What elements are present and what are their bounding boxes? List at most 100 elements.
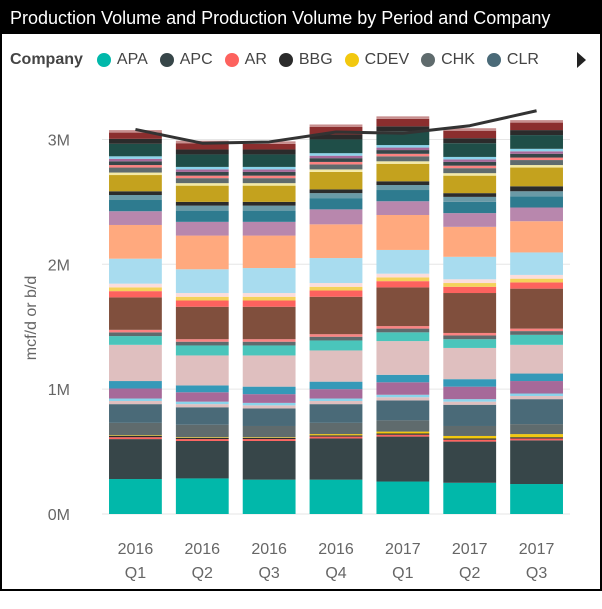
legend-item-apc[interactable]: APC (159, 51, 213, 69)
bar-segment[interactable] (242, 169, 296, 172)
bar-segment[interactable] (376, 481, 430, 514)
bar-segment[interactable] (175, 269, 229, 294)
bar-segment[interactable] (443, 156, 497, 160)
bar-segment[interactable] (443, 165, 497, 169)
bar-segment[interactable] (376, 190, 430, 202)
bar-segment[interactable] (510, 278, 563, 283)
bar-segment[interactable] (242, 293, 296, 297)
bar-segment[interactable] (309, 401, 363, 405)
bar-segment[interactable] (242, 205, 296, 211)
bar-segment[interactable] (376, 145, 430, 148)
bar-segment[interactable] (510, 153, 563, 158)
bar-segment[interactable] (109, 422, 162, 436)
bar-segment[interactable] (443, 293, 497, 333)
bar-segment[interactable] (109, 404, 162, 423)
bar-segment[interactable] (109, 167, 162, 173)
bar-segment[interactable] (510, 196, 563, 208)
bar-segment[interactable] (175, 424, 229, 438)
bar-segment[interactable] (242, 408, 296, 426)
bar-stack[interactable] (109, 130, 162, 514)
bar-segment[interactable] (175, 437, 229, 438)
bar-segment[interactable] (109, 156, 162, 159)
bar-segment[interactable] (376, 277, 430, 282)
bar-segment[interactable] (443, 404, 497, 426)
bar-segment[interactable] (309, 436, 363, 439)
bar-segment[interactable] (376, 332, 430, 342)
legend-item-clr[interactable]: CLR (486, 51, 539, 69)
bar-segment[interactable] (510, 393, 563, 397)
bar-segment[interactable] (175, 355, 229, 386)
bar-segment[interactable] (443, 196, 497, 202)
bar-segment[interactable] (109, 398, 162, 402)
bar-segment[interactable] (242, 235, 296, 269)
bar-segment[interactable] (510, 148, 563, 152)
bar-segment[interactable] (443, 175, 497, 194)
bar-segment[interactable] (309, 189, 363, 194)
legend-item-cdev[interactable]: CDEV (344, 51, 409, 69)
bar-segment[interactable] (242, 439, 296, 441)
bar-segment[interactable] (376, 147, 430, 151)
bar-segment[interactable] (175, 183, 229, 186)
bar-segment[interactable] (510, 252, 563, 275)
bar-segment[interactable] (109, 224, 162, 259)
bar-segment[interactable] (443, 339, 497, 348)
bar-segment[interactable] (376, 382, 430, 395)
bar-segment[interactable] (309, 124, 363, 127)
bar-segment[interactable] (510, 424, 563, 435)
bar-stack[interactable] (242, 141, 296, 514)
bar-segment[interactable] (443, 143, 497, 157)
bar-segment[interactable] (242, 437, 296, 440)
bar-segment[interactable] (510, 282, 563, 289)
bar-segment[interactable] (242, 341, 296, 346)
bar-segment[interactable] (443, 425, 497, 436)
bar-segment[interactable] (109, 191, 162, 196)
bar-segment[interactable] (443, 138, 497, 144)
bar-segment[interactable] (242, 402, 296, 406)
bar-segment[interactable] (109, 175, 162, 192)
bar-segment[interactable] (175, 154, 229, 167)
bar-segment[interactable] (309, 258, 363, 284)
bar-segment[interactable] (309, 434, 363, 436)
bar-segment[interactable] (510, 157, 563, 161)
bar-segment[interactable] (175, 178, 229, 184)
bar-segment[interactable] (376, 397, 430, 401)
bar-segment[interactable] (309, 153, 363, 156)
bar-segment[interactable] (376, 163, 430, 182)
bar-segment[interactable] (376, 214, 430, 250)
bar-segment[interactable] (443, 159, 497, 162)
bar-segment[interactable] (242, 143, 296, 150)
bar-segment[interactable] (109, 435, 162, 436)
bar-segment[interactable] (510, 165, 563, 168)
bar-segment[interactable] (109, 138, 162, 144)
legend-item-apa[interactable]: APA (96, 51, 148, 69)
bar-segment[interactable] (443, 213, 497, 227)
bar-segment[interactable] (175, 401, 229, 405)
bar-segment[interactable] (309, 340, 363, 351)
bar-segment[interactable] (109, 332, 162, 337)
bar-segment[interactable] (242, 210, 296, 222)
bar-segment[interactable] (376, 161, 430, 164)
bar-segment[interactable] (376, 341, 430, 375)
bar-segment[interactable] (510, 191, 563, 197)
bar-segment[interactable] (175, 296, 229, 301)
bar-segment[interactable] (309, 158, 363, 162)
bar-segment[interactable] (109, 200, 162, 212)
bar-segment[interactable] (175, 175, 229, 179)
bar-segment[interactable] (309, 134, 363, 140)
bar-segment[interactable] (443, 332, 497, 336)
bar-segment[interactable] (309, 169, 363, 172)
bar-segment[interactable] (242, 171, 296, 176)
bar-segment[interactable] (443, 283, 497, 287)
bar-segment[interactable] (109, 297, 162, 330)
bar-segment[interactable] (175, 185, 229, 202)
bar-segment[interactable] (242, 440, 296, 480)
bar-segment[interactable] (175, 149, 229, 155)
bar-segment[interactable] (109, 401, 162, 405)
bar-segment[interactable] (376, 328, 430, 333)
bar-segment[interactable] (510, 373, 563, 382)
bar-segment[interactable] (443, 399, 497, 402)
bar-segment[interactable] (109, 172, 162, 176)
bar-segment[interactable] (510, 344, 563, 374)
bar-segment[interactable] (443, 439, 497, 442)
legend-item-chk[interactable]: CHK (421, 51, 475, 69)
